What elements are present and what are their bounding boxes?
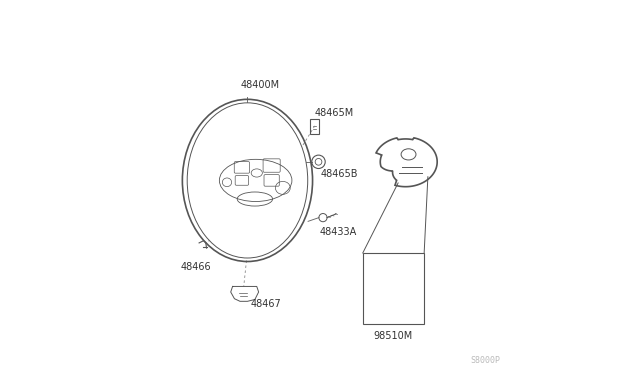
Text: 48465M: 48465M [314, 108, 354, 118]
Text: 48400M: 48400M [241, 80, 280, 90]
Text: 48467: 48467 [251, 299, 282, 309]
Text: S8000P: S8000P [470, 356, 500, 365]
Text: 98510M: 98510M [374, 330, 413, 340]
Text: 48466: 48466 [180, 262, 211, 272]
Ellipse shape [187, 103, 308, 258]
Bar [363, 253, 424, 324]
Text: 48465B: 48465B [320, 169, 358, 179]
Text: 48433A: 48433A [319, 227, 356, 237]
